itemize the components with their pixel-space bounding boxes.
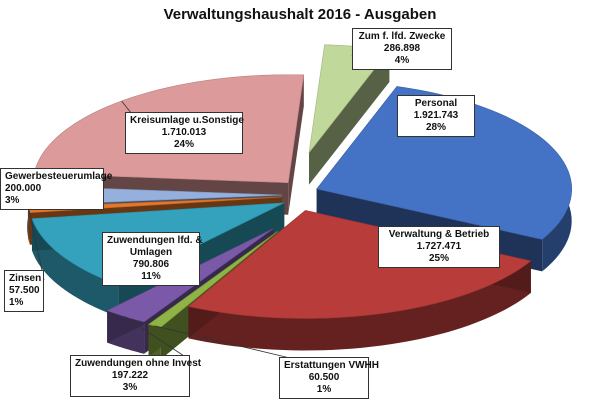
slice-percent: 1% [9, 297, 24, 308]
slice-value: 1.727.471 [416, 241, 462, 252]
slice-percent: 3% [122, 382, 138, 393]
slice-percent: 3% [5, 195, 20, 206]
label-zuwendungen-ohne-invest: Zuwendungen ohne Invest 197.222 3% [70, 355, 202, 397]
slice-value: 197.222 [111, 370, 149, 381]
label-zinsen: Zinsen 57.500 1% [4, 270, 44, 312]
slice-percent: 28% [425, 122, 446, 133]
slice-value: 790.806 [132, 259, 170, 270]
chart-title: Verwaltungshaushalt 2016 - Ausgaben [163, 6, 437, 23]
label-personal: Personal 1.921.743 28% [397, 95, 475, 137]
slice-radial-wall-7-1 [288, 74, 304, 215]
slice-value: 200.000 [5, 183, 42, 194]
slice-label-line2: Umlagen [129, 247, 173, 258]
slice-label: Verwaltung & Betrieb [388, 229, 490, 240]
slice-percent: 11% [141, 271, 161, 282]
slice-percent: 25% [428, 253, 449, 264]
slice-value: 60.500 [308, 372, 340, 383]
slice-label: Kreisumlage u.Sonstige [130, 115, 244, 126]
pie-slice [187, 210, 532, 319]
slice-label: Zuwendungen lfd. & [107, 235, 203, 246]
slice-label: Personal [414, 98, 458, 109]
label-erstattungen-vwhh: Erstattungen VWHH 60.500 1% [279, 357, 379, 399]
leader-line [124, 316, 191, 361]
slice-side-4 [31, 218, 119, 317]
label-verwaltung-betrieb: Verwaltung & Betrieb 1.727.471 25% [378, 226, 500, 268]
label-kreisumlage: Kreisumlage u.Sonstige 1.710.013 24% [125, 112, 244, 154]
slice-value: 1.710.013 [161, 127, 207, 138]
slice-percent: 4% [394, 55, 410, 66]
slice-percent: 24% [173, 139, 194, 150]
slice-label: Zum f. lfd. Zwecke [358, 31, 446, 42]
slice-label: Gewerbesteuerumlage [5, 171, 113, 182]
leader-line [154, 325, 291, 359]
label-zum-lfd-zwecke: Zum f. lfd. Zwecke 286.898 4% [352, 28, 452, 70]
label-gewerbesteuerumlage: Gewerbesteuerumlage 200.000 3% [0, 168, 113, 210]
slice-label: Erstattungen VWHH [284, 360, 379, 371]
slice-value: 57.500 [9, 285, 40, 296]
slice-value: 1.921.743 [413, 110, 459, 121]
slice-label: Zinsen [9, 273, 42, 284]
slice-percent: 1% [316, 384, 332, 395]
slice-label: Zuwendungen ohne Invest [75, 358, 202, 369]
slice-radial-wall-8-1 [309, 50, 390, 185]
slice-value: 286.898 [383, 43, 421, 54]
slice-side-1 [188, 260, 531, 351]
leader-line [28, 209, 45, 281]
label-zuwendungen-lfd: Zuwendungen lfd. & Umlagen 790.806 11% [102, 232, 203, 286]
